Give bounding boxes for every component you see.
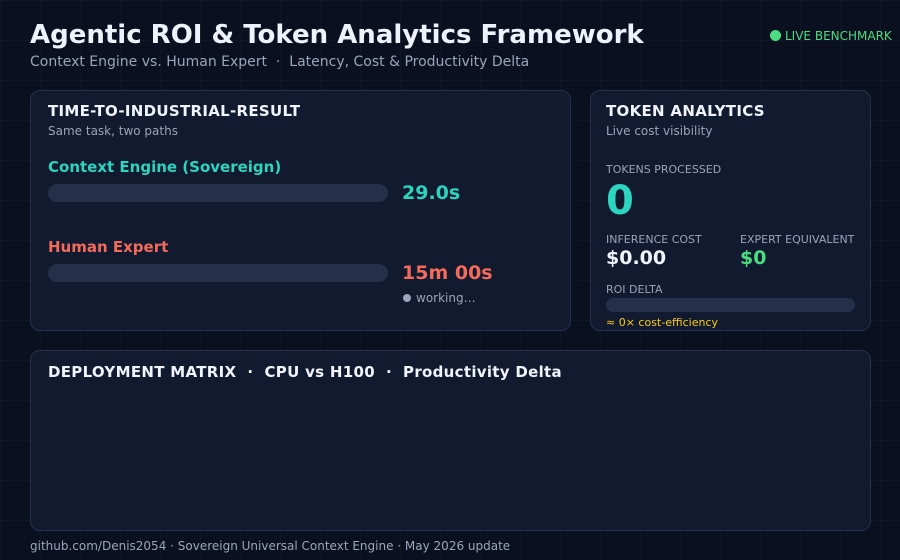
- status: working…: [416, 291, 476, 305]
- matrix-panel: [30, 350, 871, 531]
- panel-title: TOKEN ANALYTICS: [606, 102, 765, 120]
- token-panel: [590, 90, 871, 331]
- panel-title: DEPLOYMENT MATRIX · CPU vs H100 · Produc…: [48, 363, 562, 381]
- metric-label: INFERENCE COST: [606, 233, 702, 246]
- time-panel: [30, 90, 571, 331]
- row-label: Human Expert: [48, 238, 169, 256]
- metric-label: ROI DELTA: [606, 283, 663, 296]
- panel-subtitle: Same task, two paths: [48, 124, 178, 138]
- subtitle: Context Engine vs. Human Expert · Latenc…: [30, 54, 530, 70]
- metric-label: TOKENS PROCESSED: [606, 163, 722, 176]
- row-value: 29.0s: [402, 182, 461, 204]
- roi-bar: [606, 298, 855, 312]
- progress-bar: [48, 184, 388, 202]
- metric-label: EXPERT EQUIVALENT: [740, 233, 855, 246]
- row-value: 15m 00s: [402, 262, 493, 284]
- title: Agentic ROI & Token Analytics Framework: [30, 20, 644, 50]
- panel-subtitle: Live cost visibility: [606, 124, 713, 138]
- roi-note: ≈ 0× cost-efficiency: [606, 316, 719, 329]
- cost-value: $0.00: [606, 247, 667, 269]
- live-dot: [770, 30, 781, 41]
- expert-value: $0: [740, 247, 767, 269]
- row-label: Context Engine (Sovereign): [48, 158, 282, 176]
- footer: github.com/Denis2054 · Sovereign Univers…: [30, 539, 511, 553]
- tokens-value: 0: [606, 178, 634, 224]
- panel-title: TIME-TO-INDUSTRIAL-RESULT: [48, 102, 301, 120]
- progress-bar: [48, 264, 388, 282]
- live-badge: LIVE BENCHMARK: [785, 29, 892, 43]
- status-dot: [403, 294, 411, 302]
